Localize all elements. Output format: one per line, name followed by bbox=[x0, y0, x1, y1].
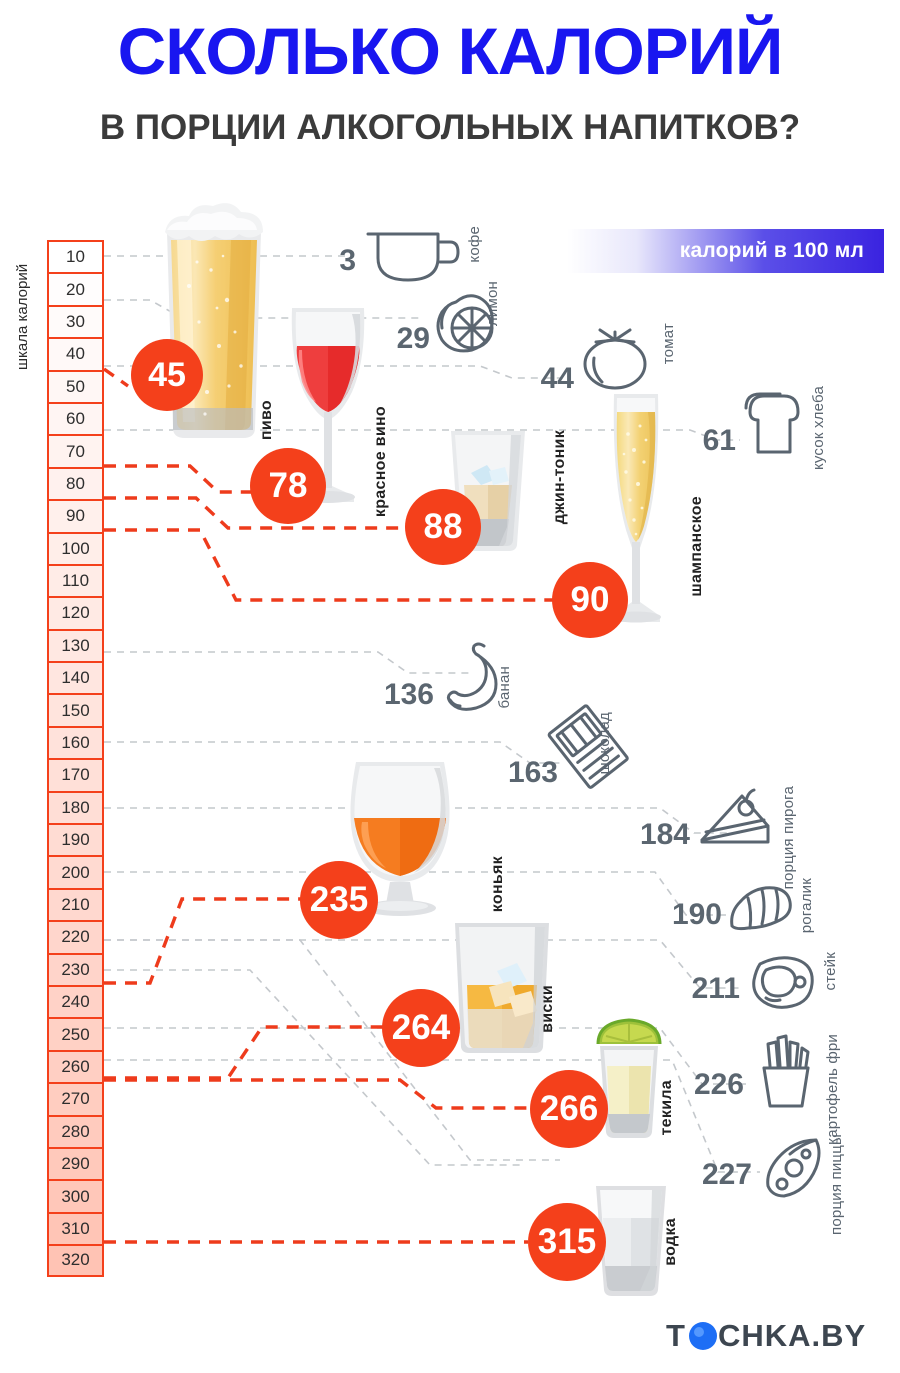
scale-tick: 50 bbox=[47, 369, 104, 402]
lemon-icon bbox=[436, 294, 494, 353]
scale-tick: 150 bbox=[47, 693, 104, 726]
champagne-flute-icon bbox=[611, 394, 661, 623]
scale-tick: 170 bbox=[47, 758, 104, 791]
scale-tick: 160 bbox=[47, 725, 104, 759]
food-value-pie: 184 bbox=[639, 818, 690, 851]
food-label-pie: порция пирога bbox=[780, 786, 797, 890]
svg-text:CHKA.BY: CHKA.BY bbox=[718, 1318, 866, 1353]
vodka-glass-icon bbox=[596, 1186, 666, 1296]
food-label-pizza: порция пиццы bbox=[828, 1134, 845, 1235]
steak-icon bbox=[752, 956, 814, 1009]
food-value-steak: 211 bbox=[691, 972, 740, 1005]
drink-label-whisky: виски bbox=[539, 985, 556, 1033]
scale-tick: 60 bbox=[47, 401, 104, 435]
tequila-shot-icon bbox=[596, 1018, 662, 1138]
drink-label-champagne: шампанское bbox=[688, 496, 705, 597]
scale-tick: 70 bbox=[47, 434, 104, 467]
food-label-lemon: лимон bbox=[484, 281, 501, 327]
page-title: СКОЛЬКО КАЛОРИЙ bbox=[117, 14, 784, 88]
scale-tick: 310 bbox=[47, 1211, 104, 1245]
banner-label: калорий в 100 мл bbox=[679, 239, 864, 262]
cake-slice-icon bbox=[700, 788, 770, 844]
scale-tick: 200 bbox=[47, 855, 104, 888]
food-value-lemon: 29 bbox=[396, 322, 430, 355]
banana-icon bbox=[446, 642, 498, 711]
scale-tick: 280 bbox=[47, 1114, 104, 1147]
scale-tick: 30 bbox=[47, 304, 104, 338]
scale-tick: 270 bbox=[47, 1082, 104, 1115]
scale-axis-label: шкала калорий bbox=[14, 263, 31, 370]
drink-badge-champagne: 90 bbox=[552, 562, 628, 638]
scale-tick: 250 bbox=[47, 1017, 104, 1050]
food-value-coffee: 3 bbox=[339, 244, 356, 277]
site-logo[interactable]: T CHKA.BY bbox=[666, 1318, 866, 1354]
scale-tick: 260 bbox=[47, 1049, 104, 1083]
scale-tick: 180 bbox=[47, 790, 104, 824]
cognac-snifter-icon bbox=[350, 762, 450, 916]
scale-tick: 210 bbox=[47, 887, 104, 921]
whisky-tumbler-icon bbox=[455, 923, 549, 1053]
svg-text:T: T bbox=[666, 1318, 686, 1353]
red-wine-glass-icon bbox=[291, 308, 365, 503]
scale-tick: 120 bbox=[47, 596, 104, 629]
bread-slice-icon bbox=[744, 392, 800, 454]
french-fries-icon bbox=[762, 1034, 810, 1108]
scale-tick: 90 bbox=[47, 499, 104, 532]
scale-tick: 100 bbox=[47, 531, 104, 564]
scale-tick: 220 bbox=[47, 920, 104, 953]
drink-badge-beer: 45 bbox=[131, 339, 203, 411]
scale-tick: 320 bbox=[47, 1244, 104, 1277]
scale-tick: 110 bbox=[47, 563, 104, 597]
food-label-chocolate: шоколад bbox=[596, 712, 613, 775]
food-label-steak: стейк bbox=[822, 952, 839, 991]
drink-badge-tequila: 266 bbox=[530, 1070, 608, 1148]
coffee-cup-icon bbox=[366, 232, 460, 282]
scale-tick: 80 bbox=[47, 466, 104, 500]
food-value-pizza: 227 bbox=[701, 1158, 752, 1191]
calories-per-100ml-banner: калорий в 100 мл bbox=[567, 229, 884, 273]
scale-tick: 240 bbox=[47, 984, 104, 1018]
page-subtitle: В ПОРЦИИ АЛКОГОЛЬНЫХ НАПИТКОВ? bbox=[99, 108, 801, 147]
drink-badge-cognac: 235 bbox=[300, 861, 378, 939]
scale-tick: 10 bbox=[47, 240, 104, 273]
scale-tick: 300 bbox=[47, 1179, 104, 1212]
food-label-croissant: рогалик bbox=[798, 878, 815, 934]
food-value-bread: 61 bbox=[702, 424, 736, 457]
food-label-fries-1: картофель фри bbox=[824, 1034, 841, 1145]
pizza-slice-icon bbox=[766, 1138, 821, 1198]
food-value-fries: 226 bbox=[693, 1068, 744, 1101]
drink-label-cognac: коньяк bbox=[489, 856, 506, 913]
scale-tick: 130 bbox=[47, 628, 104, 662]
scale-tick: 40 bbox=[47, 337, 104, 370]
drink-label-gin-tonic: джин-тоник bbox=[551, 430, 568, 525]
food-value-chocolate: 163 bbox=[507, 756, 558, 789]
tomato-icon bbox=[583, 328, 647, 390]
drink-label-beer: пиво bbox=[258, 400, 275, 441]
drink-badge-vodka: 315 bbox=[528, 1203, 606, 1281]
scale-tick: 140 bbox=[47, 661, 104, 694]
drink-badge-red-wine: 78 bbox=[250, 448, 326, 524]
food-label-tomato: томат bbox=[660, 323, 677, 365]
drink-label-vodka: водка bbox=[662, 1218, 679, 1266]
drink-label-red-wine: красное вино bbox=[372, 406, 389, 518]
scale-tick: 190 bbox=[47, 823, 104, 856]
scale-tick: 20 bbox=[47, 272, 104, 305]
food-value-croissant: 190 bbox=[671, 898, 722, 931]
scale-tick: 290 bbox=[47, 1146, 104, 1180]
drink-badge-whisky: 264 bbox=[382, 989, 460, 1067]
drink-badge-gin-tonic: 88 bbox=[405, 489, 481, 565]
food-value-tomato: 44 bbox=[540, 362, 574, 395]
calorie-scale: 10 20 30 40 50 60 70 80 90 100 110 120 130 140 150 160 1… bbox=[47, 240, 104, 1277]
food-label-bread: кусок хлеба bbox=[810, 386, 827, 471]
croissant-icon bbox=[730, 886, 792, 931]
food-value-banana: 136 bbox=[383, 678, 434, 711]
chocolate-bar-icon bbox=[547, 704, 629, 789]
scale-tick: 230 bbox=[47, 952, 104, 985]
food-label-coffee: кофе bbox=[466, 226, 483, 263]
food-label-banana: банан bbox=[496, 666, 513, 709]
